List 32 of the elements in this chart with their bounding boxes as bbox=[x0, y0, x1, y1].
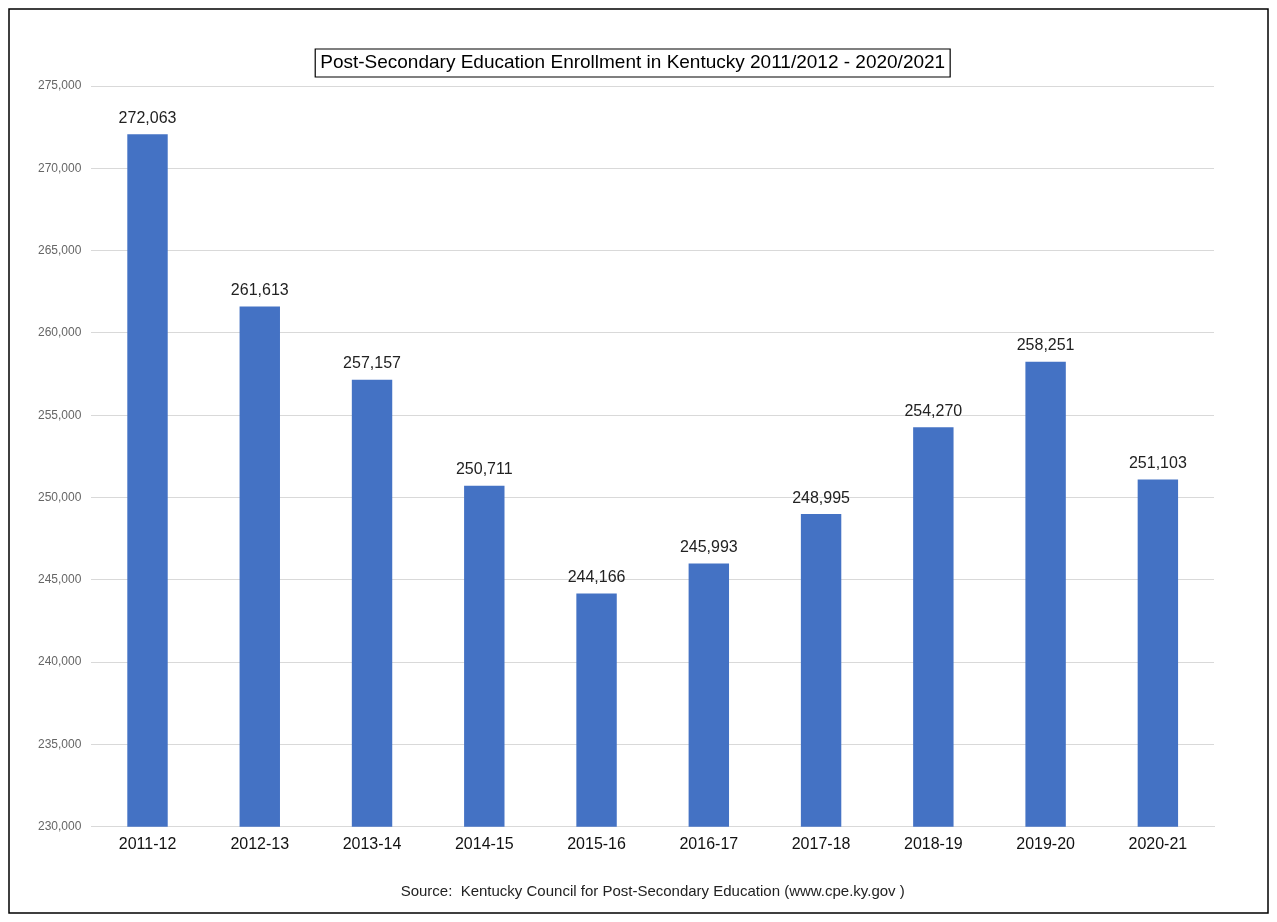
y-tick-label: 250,000 bbox=[37, 489, 82, 504]
y-tick-label: 230,000 bbox=[37, 819, 82, 834]
y-tick-label: 235,000 bbox=[37, 736, 82, 751]
data-label: 257,157 bbox=[343, 354, 402, 372]
x-tick-label: 2013-14 bbox=[342, 834, 402, 852]
x-tick-label: 2011-12 bbox=[118, 834, 177, 852]
chart-title: Post-Secondary Education Enrollment in Kentucky 2011/2012 - 2020/2021 bbox=[320, 51, 946, 73]
y-tick-label: 265,000 bbox=[37, 242, 82, 257]
y-tick-label: 240,000 bbox=[37, 654, 82, 669]
data-label: 248,995 bbox=[792, 488, 851, 506]
x-tick-label: 2014-15 bbox=[454, 834, 514, 852]
source-note: Source: Kentucky Council for Post-Secondary Education (www.cpe.ky.gov ) bbox=[400, 882, 905, 900]
data-label: 251,103 bbox=[1128, 453, 1187, 471]
data-label: 250,711 bbox=[455, 460, 513, 478]
x-tick-label: 2015-16 bbox=[567, 834, 627, 852]
x-tick-label: 2020-21 bbox=[1128, 834, 1188, 852]
x-tick-label: 2018-19 bbox=[903, 834, 963, 852]
data-label: 272,063 bbox=[118, 108, 177, 126]
y-tick-label: 275,000 bbox=[37, 78, 82, 93]
data-label: 254,270 bbox=[904, 401, 963, 419]
y-tick-label: 260,000 bbox=[37, 325, 82, 340]
y-tick-label: 270,000 bbox=[37, 160, 82, 175]
x-tick-label: 2017-18 bbox=[791, 834, 851, 852]
x-tick-label: 2019-20 bbox=[1016, 834, 1076, 852]
y-tick-label: 245,000 bbox=[37, 572, 82, 587]
x-tick-label: 2016-17 bbox=[679, 834, 739, 852]
y-tick-label: 255,000 bbox=[37, 407, 82, 422]
data-label: 261,613 bbox=[230, 280, 289, 298]
data-label: 245,993 bbox=[679, 537, 738, 555]
data-label: 244,166 bbox=[567, 568, 626, 585]
data-label: 258,251 bbox=[1016, 336, 1075, 354]
x-tick-label: 2012-13 bbox=[230, 834, 290, 852]
